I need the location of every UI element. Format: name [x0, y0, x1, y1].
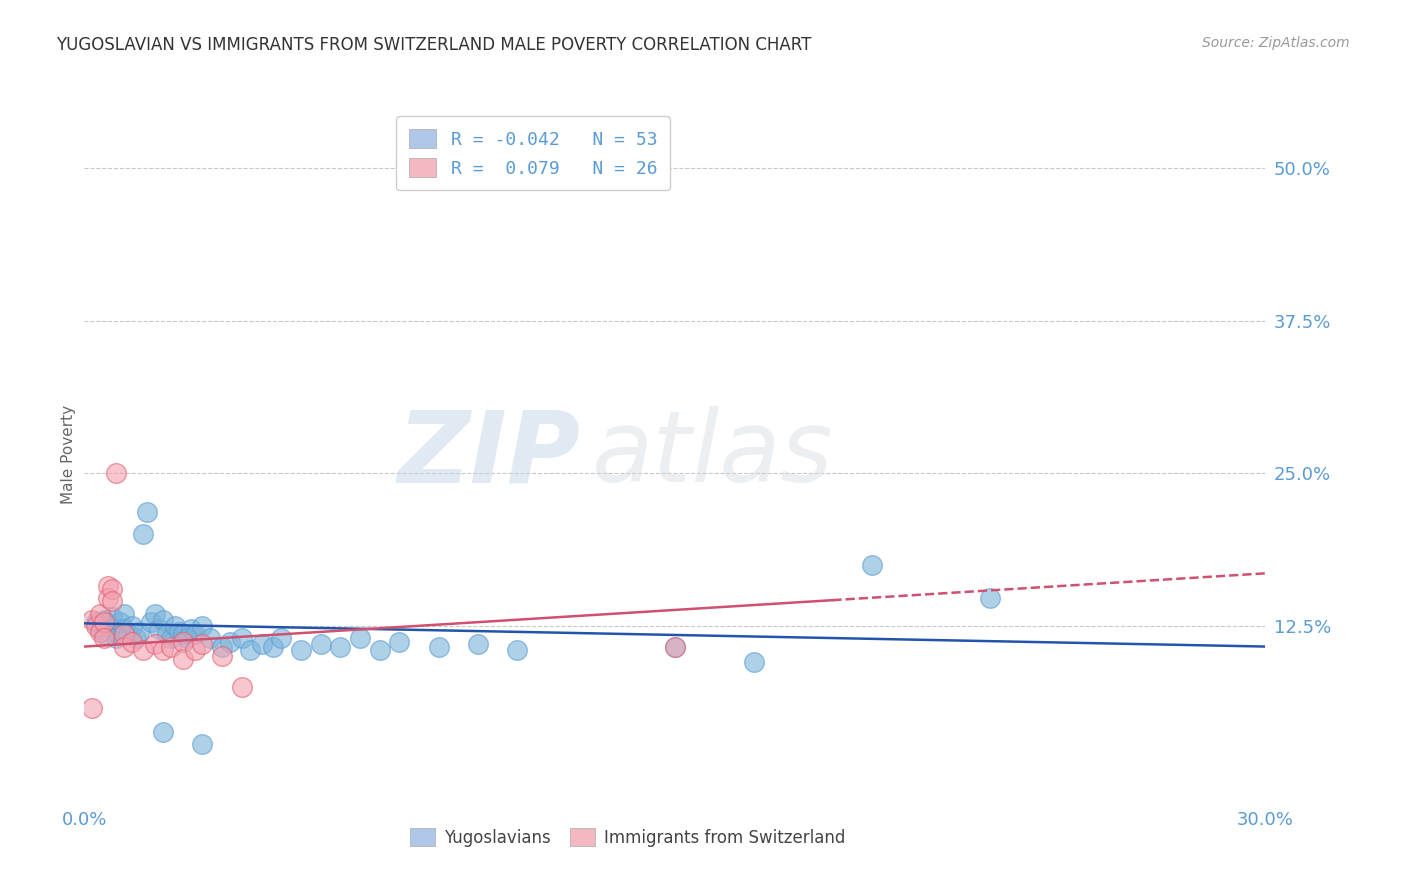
- Point: [172, 652, 194, 666]
- Point: [148, 623, 170, 637]
- Point: [141, 615, 163, 629]
- Point: [143, 637, 166, 651]
- Point: [860, 558, 883, 572]
- Point: [101, 594, 124, 608]
- Point: [84, 615, 107, 629]
- Point: [349, 631, 371, 645]
- Point: [172, 627, 194, 641]
- Point: [101, 610, 124, 624]
- Point: [104, 467, 127, 481]
- Point: [191, 637, 214, 651]
- Point: [172, 634, 194, 648]
- Point: [191, 737, 214, 751]
- Point: [742, 656, 765, 670]
- Point: [180, 623, 202, 637]
- Point: [132, 643, 155, 657]
- Point: [152, 725, 174, 739]
- Point: [467, 637, 489, 651]
- Text: ZIP: ZIP: [398, 407, 581, 503]
- Point: [93, 631, 115, 645]
- Point: [112, 627, 135, 641]
- Point: [97, 619, 120, 633]
- Point: [664, 640, 686, 654]
- Point: [231, 680, 253, 694]
- Point: [82, 700, 104, 714]
- Point: [176, 631, 198, 645]
- Point: [239, 643, 262, 657]
- Point: [108, 615, 131, 629]
- Point: [112, 640, 135, 654]
- Point: [262, 640, 284, 654]
- Text: atlas: atlas: [592, 407, 834, 503]
- Point: [132, 527, 155, 541]
- Point: [664, 640, 686, 654]
- Point: [231, 631, 253, 645]
- Point: [84, 619, 107, 633]
- Text: YUGOSLAVIAN VS IMMIGRANTS FROM SWITZERLAND MALE POVERTY CORRELATION CHART: YUGOSLAVIAN VS IMMIGRANTS FROM SWITZERLA…: [56, 36, 811, 54]
- Point: [270, 631, 292, 645]
- Point: [368, 643, 391, 657]
- Point: [191, 619, 214, 633]
- Point: [388, 634, 411, 648]
- Legend: Yugoslavians, Immigrants from Switzerland: Yugoslavians, Immigrants from Switzerlan…: [404, 822, 852, 854]
- Point: [183, 643, 205, 657]
- Point: [101, 582, 124, 597]
- Point: [93, 615, 115, 629]
- Point: [136, 505, 159, 519]
- Point: [427, 640, 450, 654]
- Point: [82, 613, 104, 627]
- Point: [979, 591, 1001, 605]
- Point: [219, 634, 242, 648]
- Point: [163, 619, 186, 633]
- Point: [89, 624, 111, 639]
- Point: [97, 591, 120, 605]
- Y-axis label: Male Poverty: Male Poverty: [60, 405, 76, 505]
- Point: [121, 634, 143, 648]
- Point: [152, 613, 174, 627]
- Point: [93, 627, 115, 641]
- Point: [152, 643, 174, 657]
- Text: Source: ZipAtlas.com: Source: ZipAtlas.com: [1202, 36, 1350, 50]
- Point: [112, 623, 135, 637]
- Point: [117, 627, 139, 641]
- Point: [160, 631, 183, 645]
- Point: [211, 649, 233, 664]
- Point: [128, 624, 150, 639]
- Point: [93, 613, 115, 627]
- Point: [112, 607, 135, 621]
- Point: [211, 640, 233, 654]
- Point: [167, 624, 190, 639]
- Point: [506, 643, 529, 657]
- Point: [183, 627, 205, 641]
- Point: [329, 640, 352, 654]
- Point: [89, 623, 111, 637]
- Point: [200, 631, 222, 645]
- Point: [97, 578, 120, 592]
- Point: [250, 637, 273, 651]
- Point: [104, 631, 127, 645]
- Point: [160, 640, 183, 654]
- Point: [124, 631, 146, 645]
- Point: [121, 619, 143, 633]
- Point: [290, 643, 312, 657]
- Point: [309, 637, 332, 651]
- Point: [104, 624, 127, 639]
- Point: [89, 607, 111, 621]
- Point: [156, 627, 179, 641]
- Point: [143, 607, 166, 621]
